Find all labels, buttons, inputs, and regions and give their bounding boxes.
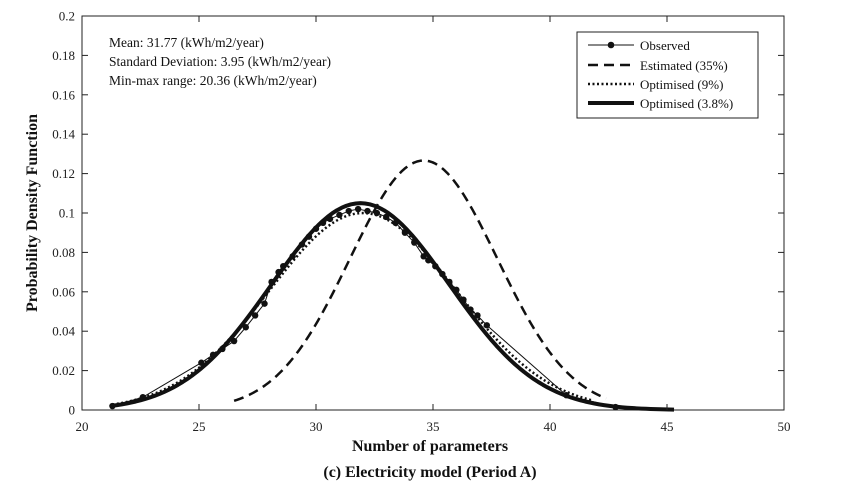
legend-label-estimated: Estimated (35%) — [640, 58, 728, 73]
observed-point — [305, 233, 313, 240]
y-tick-label: 0.04 — [52, 324, 75, 339]
y-tick-label: 0.2 — [59, 9, 75, 24]
observed-point — [326, 215, 334, 223]
observed-point — [298, 241, 306, 248]
y-tick-label: 0.02 — [52, 363, 75, 378]
observed-point — [345, 207, 352, 215]
observed-point — [439, 270, 446, 278]
x-tick-label: 45 — [661, 419, 674, 434]
y-tick-label: 0.16 — [52, 87, 75, 102]
y-tick-label: 0 — [69, 403, 76, 418]
y-tick-label: 0.06 — [52, 284, 75, 299]
observed-point — [336, 211, 343, 219]
legend-entry-optimised-3-8: Optimised (3.8%) — [588, 96, 733, 111]
observed-point — [446, 278, 453, 286]
observed-point — [411, 239, 418, 246]
x-tick-label: 50 — [778, 419, 791, 434]
y-tick-label: 0.12 — [52, 166, 75, 181]
y-axis-ticks: 0 0.02 0.04 0.06 0.08 0.1 0.12 0.14 0.16 0.18 0.2 — [52, 9, 784, 418]
observed-point — [612, 403, 619, 411]
observed-point — [467, 306, 474, 313]
annotation-mean: Mean: 31.77 (kWh/m2/year) — [109, 35, 264, 50]
series-layer — [109, 159, 675, 412]
series-optimised-9 — [112, 211, 593, 406]
observed-point — [275, 268, 282, 276]
observed-point — [401, 229, 409, 236]
y-tick-label: 0.1 — [59, 206, 75, 221]
observed-point — [230, 337, 238, 345]
observed-point — [139, 393, 147, 401]
observed-point — [483, 322, 491, 329]
observed-point — [268, 278, 275, 286]
series-optimised-3-8 — [112, 201, 675, 412]
chart-caption: (c) Electricity model (Period A) — [323, 464, 536, 481]
legend-entry-estimated: Estimated (35%) — [588, 58, 728, 73]
x-tick-label: 30 — [310, 419, 323, 434]
legend-label-optimised-9: Optimised (9%) — [640, 77, 723, 92]
observed-point — [373, 209, 381, 217]
observed-point — [219, 345, 226, 353]
x-axis-label: Number of parameters — [352, 438, 508, 455]
stats-annotations: Mean: 31.77 (kWh/m2/year) Standard Devia… — [109, 35, 331, 88]
legend-entry-observed: Observed — [588, 38, 690, 53]
series-estimated-35 — [233, 159, 607, 403]
observed-point — [364, 207, 371, 215]
observed-point — [261, 300, 268, 307]
legend-entry-optimised-9: Optimised (9%) — [588, 77, 723, 92]
observed-point — [198, 359, 205, 366]
x-tick-label: 20 — [76, 419, 89, 434]
x-tick-label: 25 — [193, 419, 206, 434]
observed-point — [563, 392, 570, 399]
observed-point — [280, 262, 287, 270]
y-tick-label: 0.14 — [52, 127, 75, 142]
observed-point — [453, 286, 460, 294]
observed-point — [289, 253, 296, 260]
observed-point — [242, 324, 249, 331]
annotation-range: Min-max range: 20.36 (kWh/m2/year) — [109, 73, 317, 88]
observed-point — [354, 205, 362, 213]
y-axis-label: Probability Density Function — [24, 114, 41, 312]
observed-point — [432, 262, 439, 270]
y-tick-label: 0.08 — [52, 245, 75, 260]
observed-point — [319, 219, 327, 227]
observed-point — [109, 402, 116, 410]
observed-point — [392, 219, 399, 227]
observed-point — [474, 312, 481, 319]
legend: Observed Estimated (35%) Optimised (9%) … — [576, 31, 759, 119]
x-tick-label: 40 — [544, 419, 557, 434]
observed-point — [251, 312, 259, 319]
x-tick-label: 35 — [427, 419, 440, 434]
x-axis-ticks: 20 25 30 35 40 45 50 — [76, 16, 791, 434]
observed-point — [420, 253, 427, 260]
observed-point — [312, 225, 320, 232]
y-tick-label: 0.18 — [52, 48, 75, 63]
legend-label-observed: Observed — [640, 38, 690, 53]
legend-label-optimised-3-8: Optimised (3.8%) — [640, 96, 733, 111]
observed-point — [460, 296, 467, 303]
observed-point — [425, 257, 432, 264]
observed-point — [383, 213, 390, 221]
observed-point — [209, 351, 217, 359]
legend-marker-observed — [607, 41, 615, 49]
annotation-std: Standard Deviation: 3.95 (kWh/m2/year) — [109, 54, 331, 69]
